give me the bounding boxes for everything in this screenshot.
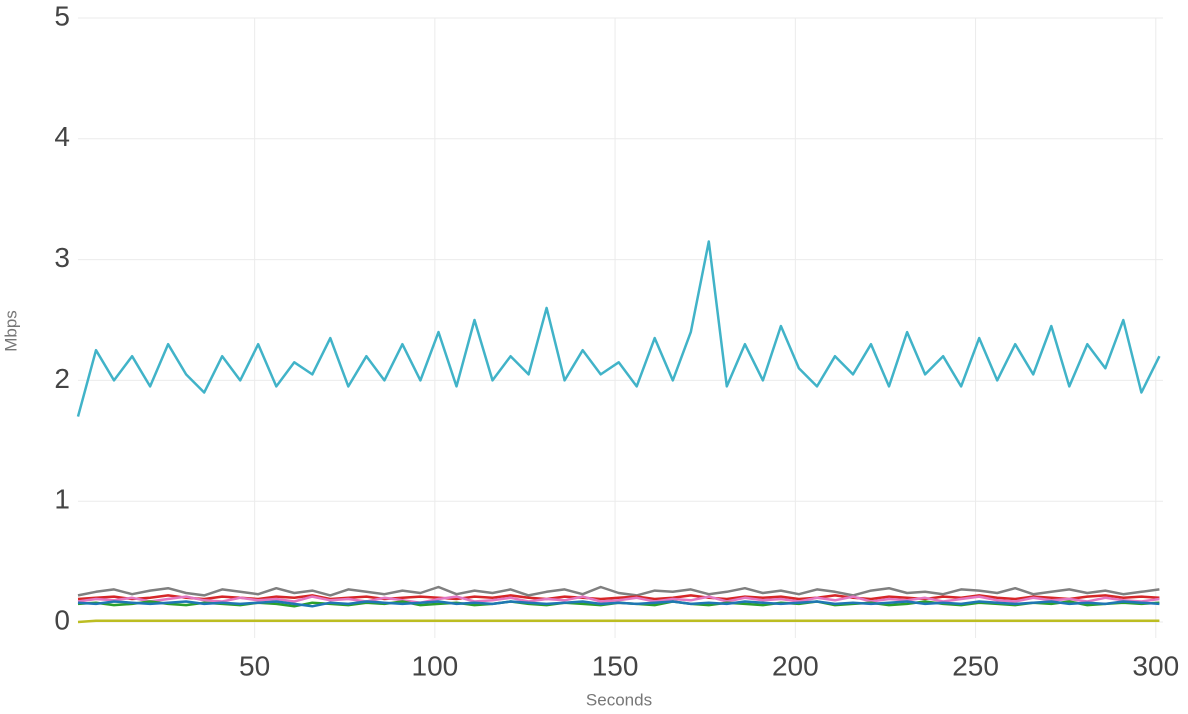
x-tick-label: 100 bbox=[412, 650, 459, 681]
x-tick-label: 50 bbox=[239, 650, 270, 681]
x-axis-title: Seconds bbox=[586, 690, 652, 709]
y-tick-label: 4 bbox=[54, 121, 70, 152]
y-tick-label: 3 bbox=[54, 242, 70, 273]
series-line bbox=[77, 595, 1160, 604]
y-axis-title: Mbps bbox=[1, 310, 20, 352]
x-tick-label: 200 bbox=[772, 650, 819, 681]
series-line bbox=[77, 619, 1160, 624]
y-tick-label: 2 bbox=[54, 363, 70, 394]
series-line bbox=[76, 240, 1161, 417]
series-line bbox=[77, 585, 1160, 597]
x-tick-label: 300 bbox=[1132, 650, 1179, 681]
x-tick-label: 150 bbox=[592, 650, 639, 681]
x-tick-label: 250 bbox=[952, 650, 999, 681]
y-tick-label: 1 bbox=[54, 484, 70, 515]
y-tick-label: 5 bbox=[54, 0, 70, 31]
series-line bbox=[77, 600, 1160, 608]
y-tick-label: 0 bbox=[54, 604, 70, 635]
